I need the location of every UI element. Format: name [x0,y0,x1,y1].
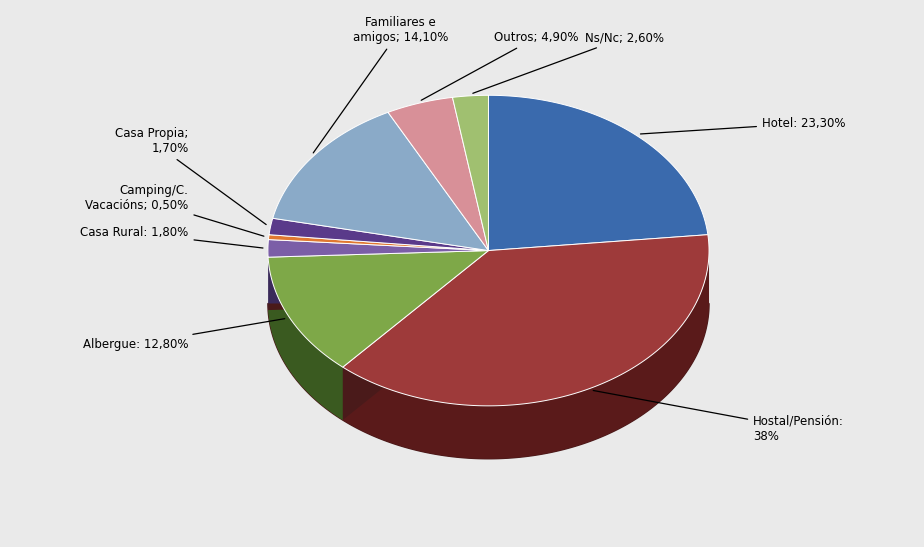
Polygon shape [268,251,489,367]
Text: Hostal/Pensión:
38%: Hostal/Pensión: 38% [593,391,844,443]
Text: Outros; 4,90%: Outros; 4,90% [421,31,578,100]
Polygon shape [343,251,709,459]
Text: Casa Propia;
1,70%: Casa Propia; 1,70% [116,127,266,225]
Text: Albergue: 12,80%: Albergue: 12,80% [83,319,285,351]
Polygon shape [453,95,489,251]
Polygon shape [273,112,489,251]
Polygon shape [268,240,489,257]
Text: Familiares e
amigos; 14,10%: Familiares e amigos; 14,10% [313,16,448,153]
Polygon shape [343,235,709,406]
Polygon shape [388,97,489,251]
Text: Ns/Nc; 2,60%: Ns/Nc; 2,60% [473,31,663,94]
Polygon shape [489,95,708,251]
Text: Hotel: 23,30%: Hotel: 23,30% [640,117,845,134]
Polygon shape [269,235,489,251]
Polygon shape [268,251,489,310]
Text: Casa Rural: 1,80%: Casa Rural: 1,80% [80,226,263,248]
Polygon shape [268,304,709,459]
Text: Camping/C.
Vacacións; 0,50%: Camping/C. Vacacións; 0,50% [85,184,264,236]
Polygon shape [269,218,489,251]
Polygon shape [268,251,489,420]
